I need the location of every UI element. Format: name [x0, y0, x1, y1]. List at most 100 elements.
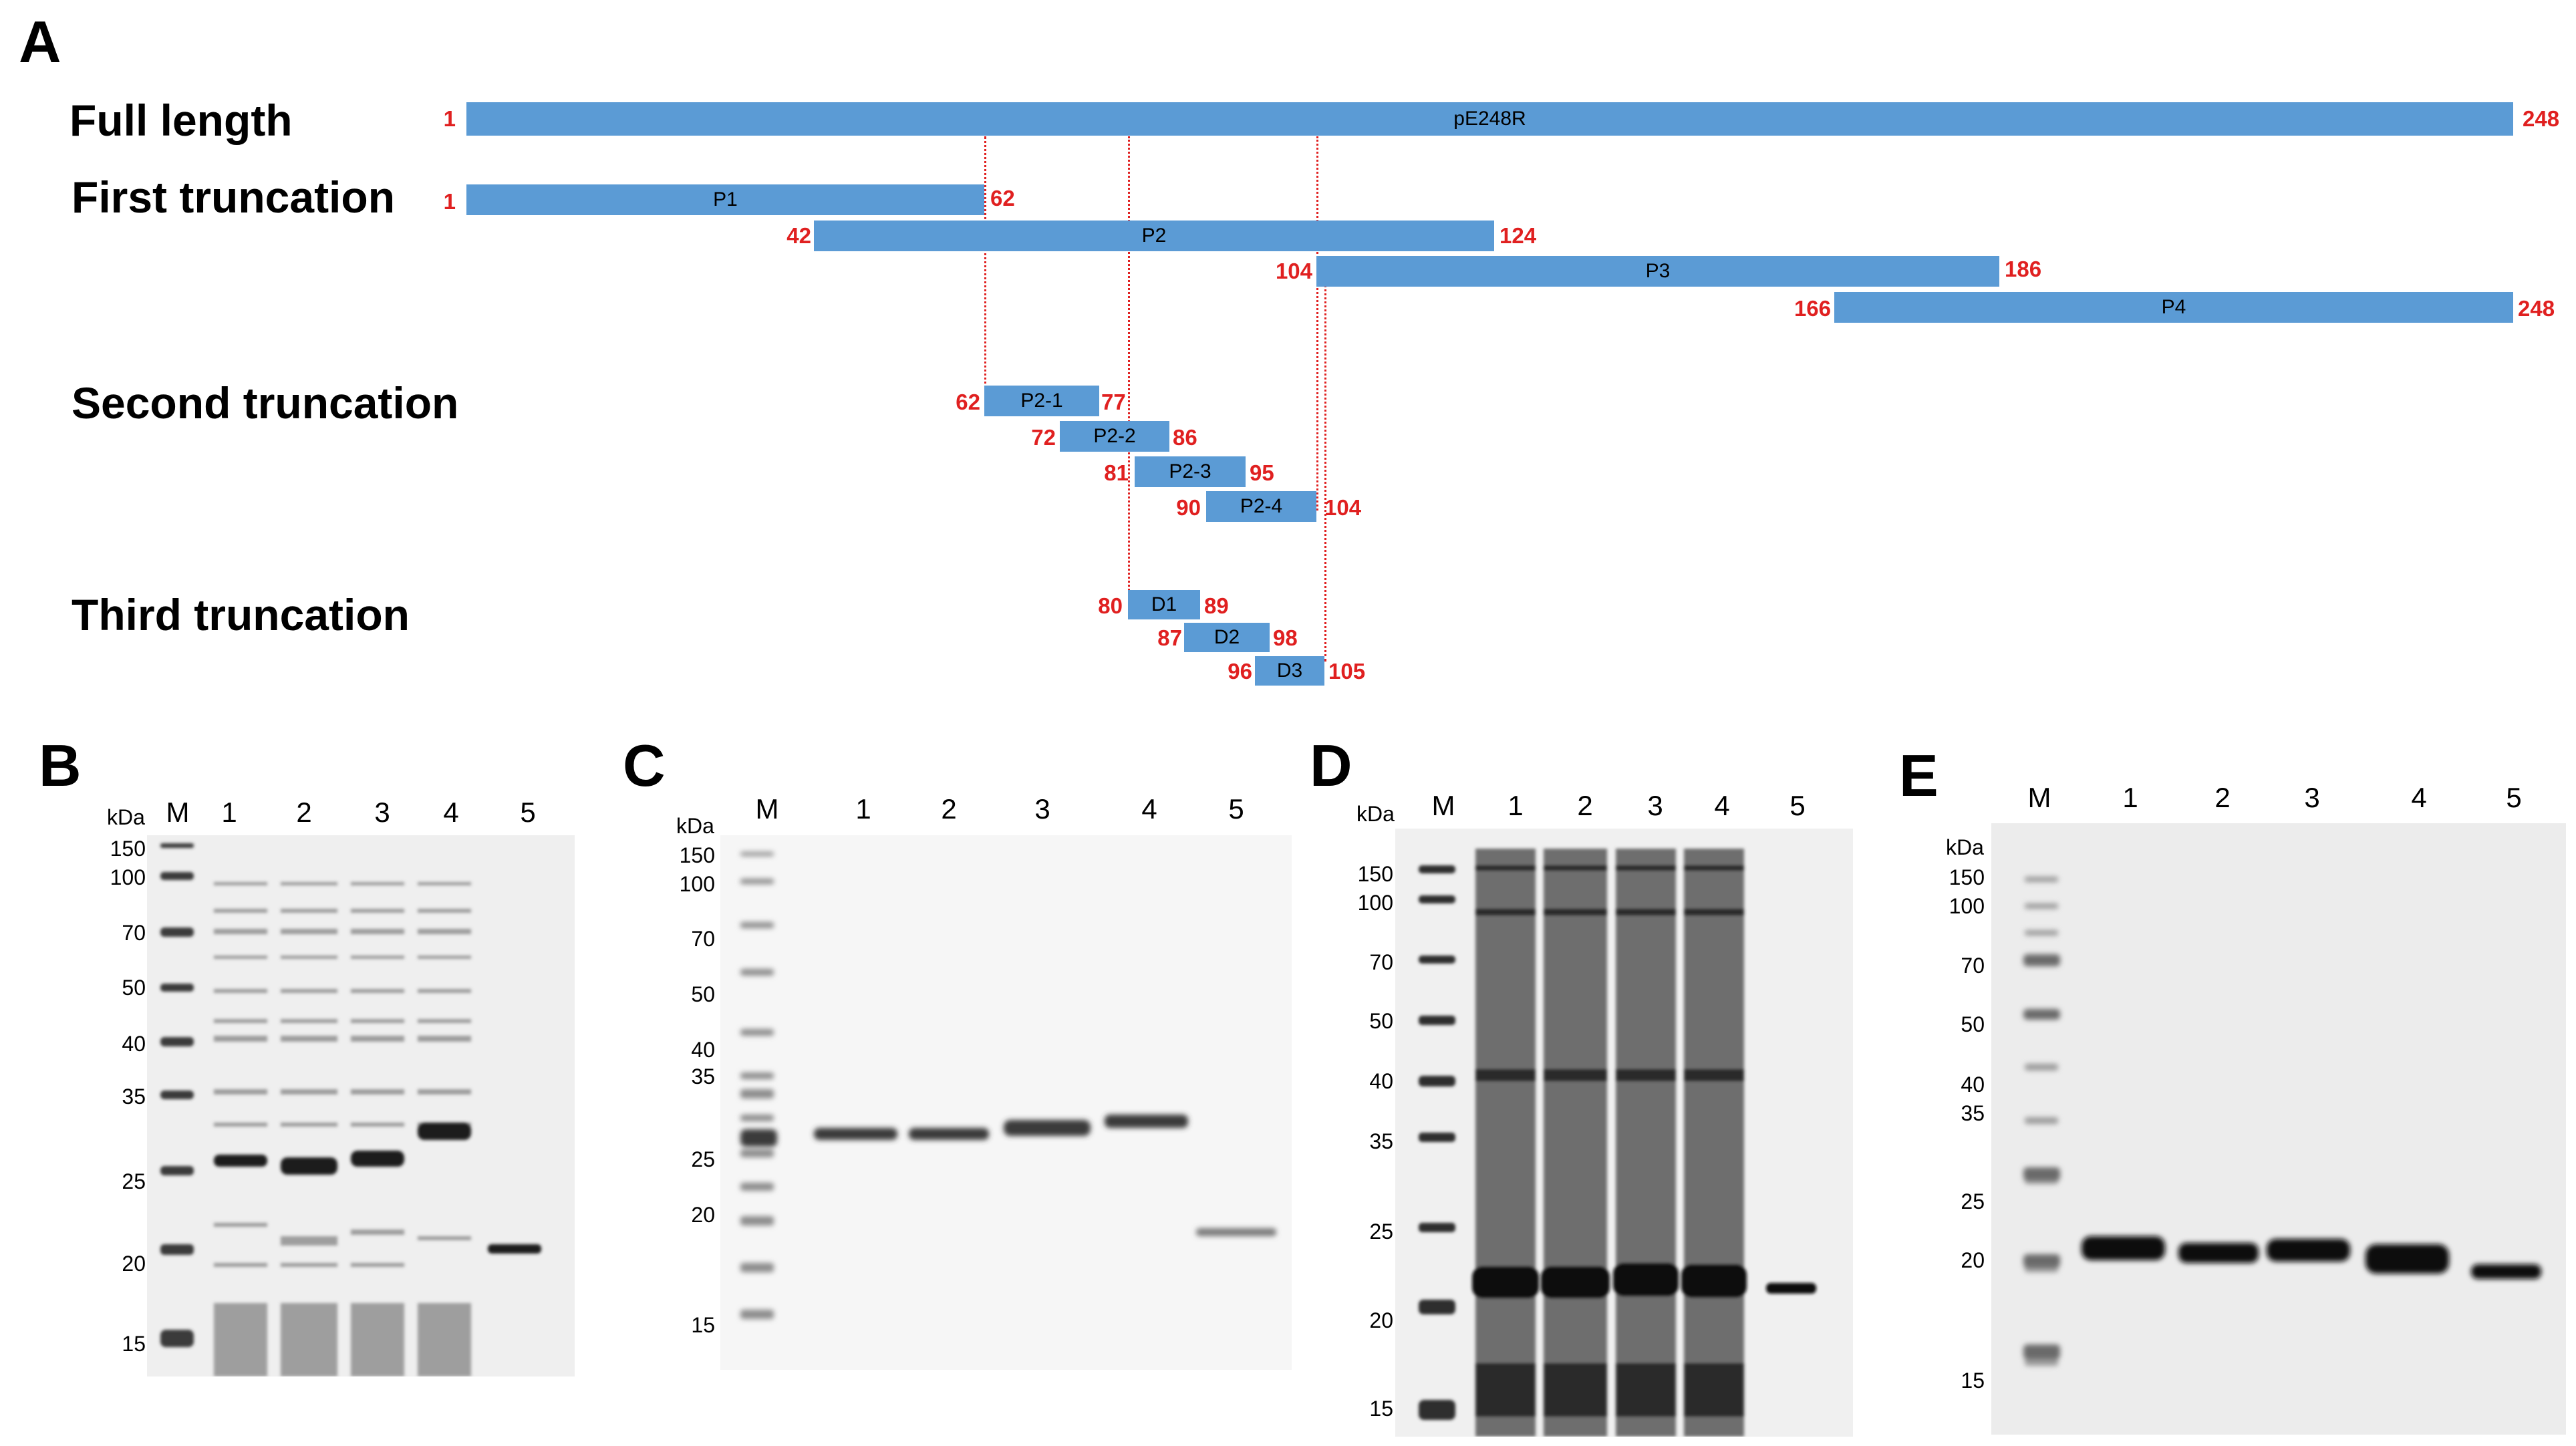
gel-e-kda-unit: kDa [1946, 835, 1984, 859]
bar-end-p2-1: 77 [1101, 390, 1126, 414]
gel-b-kda-unit: kDa [107, 805, 145, 829]
bar-label: P2-1 [1020, 390, 1063, 412]
bar-label: P3 [1645, 260, 1671, 282]
bar-start-p2: 42 [786, 223, 811, 248]
bar-label: D2 [1213, 626, 1240, 648]
gel-e-marker-150: 150 [1949, 865, 1985, 889]
row-label-second-truncation: Second truncation [71, 378, 459, 428]
gel-c-marker-40: 40 [691, 1038, 715, 1062]
bar-start-p2-1: 62 [956, 390, 980, 414]
bar-p3: P3 [1316, 256, 1999, 287]
gel-c-marker-100: 100 [679, 872, 715, 896]
guide-line-105 [1324, 261, 1326, 662]
gel-e-lane-2: 2 [2214, 782, 2231, 813]
gel-c-marker-25: 25 [691, 1147, 715, 1171]
gel-e-lane-m: M [2027, 782, 2051, 813]
gel-e-lane-4: 4 [2411, 782, 2427, 813]
bar-end-p2-4: 104 [1324, 495, 1362, 520]
gel-b-lane-4: 4 [443, 797, 459, 828]
gel-b-marker-100: 100 [110, 865, 146, 889]
bar-label: P2 [1141, 225, 1167, 247]
gel-d-marker-35: 35 [1369, 1129, 1393, 1153]
gel-d-marker-150: 150 [1357, 862, 1393, 886]
bar-start-p4: 166 [1794, 296, 1831, 321]
gel-c-lane-1: 1 [855, 793, 871, 825]
gel-c-lane-4: 4 [1141, 793, 1157, 825]
row-label-full-length: Full length [69, 96, 293, 145]
bar-start-p2-3: 81 [1104, 460, 1129, 485]
gel-e-marker-40: 40 [1961, 1072, 1985, 1097]
gel-d-lane-3: 3 [1647, 790, 1663, 821]
bar-end-d3: 105 [1328, 659, 1366, 684]
gel-e-marker-100: 100 [1949, 894, 1985, 918]
bar-p2-1: P2-1 [984, 386, 1099, 416]
gel-d-marker-50: 50 [1369, 1009, 1393, 1033]
panel-b-letter: B [39, 732, 82, 799]
gel-d-lane-5: 5 [1790, 790, 1806, 821]
gel-e-marker-35: 35 [1961, 1101, 1985, 1125]
bar-start-d3: 96 [1228, 659, 1252, 684]
gel-b-marker-70: 70 [122, 921, 146, 945]
gel-e-marker-15: 15 [1961, 1368, 1985, 1393]
bar-start-d2: 87 [1157, 625, 1182, 650]
gel-b-marker-15: 15 [122, 1332, 146, 1356]
gel-b-marker-40: 40 [122, 1032, 146, 1056]
gel-e-lane-5: 5 [2506, 782, 2522, 813]
gel-c-marker-150: 150 [679, 843, 715, 867]
gel-b-lane-5: 5 [520, 797, 536, 828]
panel-e-letter: E [1899, 742, 1939, 809]
guide-line-104 [1316, 136, 1318, 511]
bar-label: P2-4 [1240, 495, 1283, 517]
bar-end-p1: 62 [990, 186, 1015, 210]
bar-p2-3: P2-3 [1135, 456, 1246, 487]
bar-start-p2-4: 90 [1176, 495, 1201, 520]
gel-b-image [147, 835, 575, 1377]
gel-b-marker-35: 35 [122, 1084, 146, 1109]
bar-p1: P1 [466, 184, 984, 215]
gel-b-lane-m: M [166, 797, 190, 828]
bar-end-p4: 248 [2518, 296, 2555, 321]
bar-label: P1 [713, 188, 738, 210]
gel-b-lane-1: 1 [221, 797, 237, 828]
gel-d-marker-25: 25 [1369, 1219, 1393, 1244]
gel-d-lane-4: 4 [1714, 790, 1730, 821]
panel-c-letter: C [623, 732, 666, 799]
gel-c-marker-15: 15 [691, 1313, 715, 1337]
gel-d-marker-40: 40 [1369, 1069, 1393, 1093]
gel-e-marker-50: 50 [1961, 1012, 1985, 1036]
gel-c-kda-unit: kDa [676, 814, 714, 838]
bar-end-d1: 89 [1204, 593, 1229, 618]
bar-label: D1 [1151, 593, 1177, 615]
gel-d-marker-20: 20 [1369, 1308, 1393, 1332]
bar-start-p1: 1 [443, 189, 456, 214]
gel-e-image [1991, 823, 2566, 1435]
gel-c-lane-2: 2 [941, 793, 957, 825]
bar-p2-4: P2-4 [1206, 491, 1316, 522]
bar-label: D3 [1276, 660, 1303, 682]
bar-end-p2: 124 [1499, 223, 1537, 248]
bar-start-pe248r: 1 [443, 106, 456, 131]
bar-label: P2-3 [1169, 460, 1211, 482]
guide-line-80 [1128, 136, 1130, 591]
bar-label: P4 [2161, 296, 2186, 318]
gel-b-marker-25: 25 [122, 1169, 146, 1193]
gel-d-marker-15: 15 [1369, 1397, 1393, 1421]
gel-c-marker-35: 35 [691, 1064, 715, 1089]
gel-b-marker-150: 150 [110, 837, 146, 861]
gel-c-lane-3: 3 [1034, 793, 1050, 825]
gel-b-marker-50: 50 [122, 976, 146, 1000]
bar-end-p2-3: 95 [1250, 460, 1274, 485]
gel-e-marker-20: 20 [1961, 1248, 1985, 1272]
gel-d-lane-1: 1 [1508, 790, 1524, 821]
gel-b-lane-2: 2 [296, 797, 312, 828]
panel-d-letter: D [1310, 732, 1352, 799]
bar-p2-2: P2-2 [1060, 421, 1169, 452]
bar-p2: P2 [814, 221, 1494, 251]
bar-d2: D2 [1184, 623, 1270, 652]
bar-start-d1: 80 [1098, 593, 1123, 618]
panel-a-letter: A [19, 9, 61, 75]
gel-d-lane-2: 2 [1577, 790, 1593, 821]
gel-d-marker-100: 100 [1357, 891, 1393, 915]
bar-d3: D3 [1255, 656, 1324, 686]
